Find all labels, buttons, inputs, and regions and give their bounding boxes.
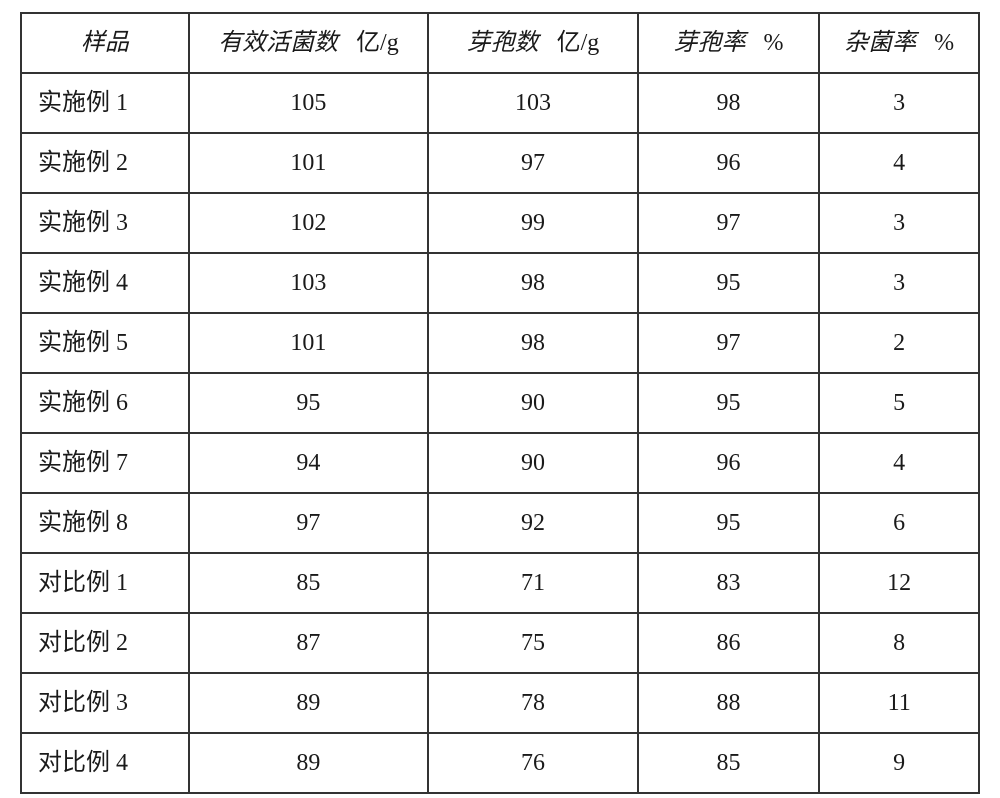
- cell-contam-rate: 4: [819, 133, 979, 193]
- cell-spore-rate: 97: [638, 313, 820, 373]
- cell-sample: 实施例 7: [21, 433, 189, 493]
- cell-sample: 实施例 5: [21, 313, 189, 373]
- cell-sample: 对比例 2: [21, 613, 189, 673]
- cell-spore-rate: 96: [638, 133, 820, 193]
- cell-sample: 实施例 2: [21, 133, 189, 193]
- col-header-spore-rate: 芽孢率 %: [638, 13, 820, 73]
- cell-viable: 102: [189, 193, 429, 253]
- cell-contam-rate: 12: [819, 553, 979, 613]
- col-header-sample: 样品: [21, 13, 189, 73]
- cell-contam-rate: 3: [819, 73, 979, 133]
- col-header-contam-rate-label: 杂菌率: [844, 30, 916, 56]
- table-row: 实施例 7 94 90 96 4: [21, 433, 979, 493]
- cell-spore-rate: 97: [638, 193, 820, 253]
- results-table: 样品 有效活菌数 亿/g 芽孢数 亿/g 芽孢率 % 杂菌率 % 实施例 1 1: [20, 12, 980, 794]
- cell-contam-rate: 8: [819, 613, 979, 673]
- table-body: 实施例 1 105 103 98 3 实施例 2 101 97 96 4 实施例…: [21, 73, 979, 793]
- cell-viable: 103: [189, 253, 429, 313]
- cell-viable: 89: [189, 673, 429, 733]
- cell-spore-rate: 95: [638, 493, 820, 553]
- cell-sample: 对比例 3: [21, 673, 189, 733]
- cell-viable: 94: [189, 433, 429, 493]
- cell-sample: 对比例 1: [21, 553, 189, 613]
- cell-spore: 98: [428, 253, 638, 313]
- cell-spore: 103: [428, 73, 638, 133]
- cell-spore: 75: [428, 613, 638, 673]
- table-row: 对比例 3 89 78 88 11: [21, 673, 979, 733]
- table-header: 样品 有效活菌数 亿/g 芽孢数 亿/g 芽孢率 % 杂菌率 %: [21, 13, 979, 73]
- cell-spore: 90: [428, 373, 638, 433]
- table-row: 实施例 5 101 98 97 2: [21, 313, 979, 373]
- cell-spore: 76: [428, 733, 638, 793]
- table-row: 对比例 4 89 76 85 9: [21, 733, 979, 793]
- cell-sample: 实施例 1: [21, 73, 189, 133]
- table-row: 对比例 1 85 71 83 12: [21, 553, 979, 613]
- cell-sample: 对比例 4: [21, 733, 189, 793]
- table-row: 实施例 3 102 99 97 3: [21, 193, 979, 253]
- cell-sample: 实施例 8: [21, 493, 189, 553]
- table-row: 实施例 2 101 97 96 4: [21, 133, 979, 193]
- col-header-viable-unit: 亿/g: [356, 30, 399, 56]
- cell-spore-rate: 98: [638, 73, 820, 133]
- cell-spore-rate: 88: [638, 673, 820, 733]
- cell-sample: 实施例 3: [21, 193, 189, 253]
- table-header-row: 样品 有效活菌数 亿/g 芽孢数 亿/g 芽孢率 % 杂菌率 %: [21, 13, 979, 73]
- cell-spore-rate: 95: [638, 253, 820, 313]
- cell-viable: 105: [189, 73, 429, 133]
- cell-contam-rate: 4: [819, 433, 979, 493]
- col-header-contam-rate: 杂菌率 %: [819, 13, 979, 73]
- cell-spore-rate: 95: [638, 373, 820, 433]
- cell-spore-rate: 86: [638, 613, 820, 673]
- col-header-viable-label: 有效活菌数: [218, 30, 338, 56]
- table-row: 实施例 1 105 103 98 3: [21, 73, 979, 133]
- table-row: 对比例 2 87 75 86 8: [21, 613, 979, 673]
- cell-viable: 95: [189, 373, 429, 433]
- cell-spore: 99: [428, 193, 638, 253]
- col-header-spore-rate-label: 芽孢率: [674, 30, 746, 56]
- cell-spore-rate: 96: [638, 433, 820, 493]
- cell-contam-rate: 3: [819, 193, 979, 253]
- cell-spore: 98: [428, 313, 638, 373]
- cell-spore-rate: 83: [638, 553, 820, 613]
- col-header-spore: 芽孢数 亿/g: [428, 13, 638, 73]
- cell-contam-rate: 9: [819, 733, 979, 793]
- cell-contam-rate: 11: [819, 673, 979, 733]
- cell-viable: 89: [189, 733, 429, 793]
- cell-spore-rate: 85: [638, 733, 820, 793]
- col-header-contam-rate-unit: %: [934, 30, 954, 56]
- cell-contam-rate: 2: [819, 313, 979, 373]
- cell-viable: 87: [189, 613, 429, 673]
- col-header-spore-label: 芽孢数: [467, 30, 539, 56]
- cell-contam-rate: 6: [819, 493, 979, 553]
- cell-spore: 78: [428, 673, 638, 733]
- table-row: 实施例 4 103 98 95 3: [21, 253, 979, 313]
- cell-spore: 90: [428, 433, 638, 493]
- cell-sample: 实施例 6: [21, 373, 189, 433]
- col-header-spore-rate-unit: %: [764, 30, 784, 56]
- cell-spore: 97: [428, 133, 638, 193]
- cell-sample: 实施例 4: [21, 253, 189, 313]
- cell-contam-rate: 3: [819, 253, 979, 313]
- col-header-viable: 有效活菌数 亿/g: [189, 13, 429, 73]
- cell-viable: 101: [189, 133, 429, 193]
- cell-contam-rate: 5: [819, 373, 979, 433]
- cell-viable: 101: [189, 313, 429, 373]
- cell-spore: 71: [428, 553, 638, 613]
- cell-viable: 85: [189, 553, 429, 613]
- table-row: 实施例 6 95 90 95 5: [21, 373, 979, 433]
- table-row: 实施例 8 97 92 95 6: [21, 493, 979, 553]
- col-header-sample-label: 样品: [81, 30, 129, 56]
- col-header-spore-unit: 亿/g: [557, 30, 600, 56]
- cell-viable: 97: [189, 493, 429, 553]
- cell-spore: 92: [428, 493, 638, 553]
